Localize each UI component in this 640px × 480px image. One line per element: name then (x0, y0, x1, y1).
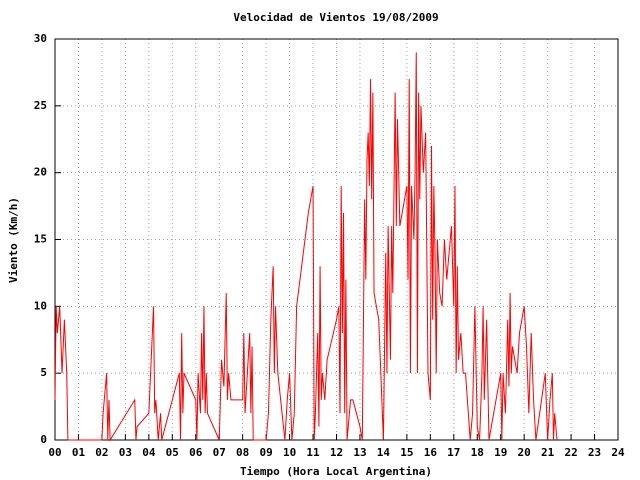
y-tick-label: 0 (40, 433, 47, 446)
x-tick-label: 05 (166, 446, 179, 459)
x-tick-label: 14 (377, 446, 391, 459)
x-tick-label: 23 (588, 446, 601, 459)
x-tick-label: 04 (142, 446, 156, 459)
x-tick-label: 00 (48, 446, 61, 459)
x-axis-label: Tiempo (Hora Local Argentina) (240, 465, 432, 478)
x-tick-label: 12 (330, 446, 343, 459)
y-axis-label: Viento (Km/h) (7, 197, 20, 283)
plot-frame (54, 38, 619, 441)
wind-line (54, 52, 558, 442)
x-tick-label: 09 (260, 446, 273, 459)
x-tick-label: 18 (471, 446, 484, 459)
x-tick-label: 01 (72, 446, 86, 459)
y-tick-label: 10 (34, 299, 47, 312)
x-tick-label: 08 (236, 446, 249, 459)
x-tick-label: 24 (611, 446, 625, 459)
x-tick-label: 15 (400, 446, 413, 459)
x-tick-label: 03 (119, 446, 132, 459)
y-tick-label: 20 (34, 166, 47, 179)
x-tick-label: 07 (213, 446, 226, 459)
x-tick-label: 17 (447, 446, 460, 459)
x-tick-label: 22 (564, 446, 577, 459)
x-tick-label: 20 (518, 446, 531, 459)
x-tick-label: 16 (424, 446, 438, 459)
x-tick-label: 19 (494, 446, 507, 459)
chart-title: Velocidad de Vientos 19/08/2009 (233, 11, 438, 24)
y-tick-label: 30 (34, 32, 47, 45)
x-tick-label: 21 (541, 446, 555, 459)
x-tick-label: 06 (189, 446, 203, 459)
y-tick-label: 5 (40, 366, 47, 379)
x-tick-label: 10 (283, 446, 296, 459)
x-tick-label: 13 (353, 446, 366, 459)
x-tick-label: 11 (306, 446, 320, 459)
y-tick-label: 25 (34, 99, 47, 112)
y-tick-label: 15 (34, 233, 47, 246)
x-tick-label: 02 (95, 446, 108, 459)
